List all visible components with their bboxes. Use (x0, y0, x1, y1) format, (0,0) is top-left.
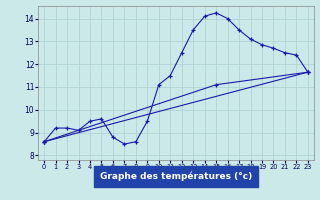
X-axis label: Graphe des températures (°c): Graphe des températures (°c) (100, 172, 252, 181)
